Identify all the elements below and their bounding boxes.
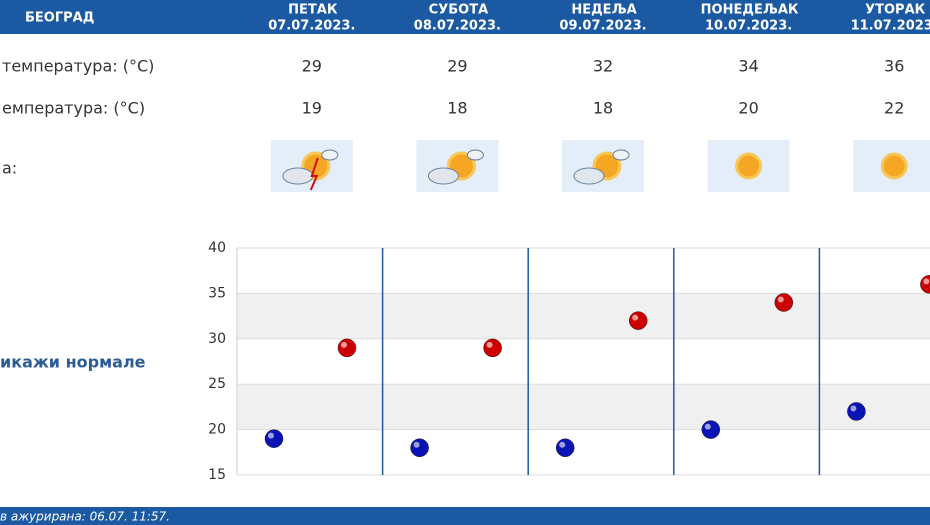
day-name: ПОНЕДЕЉАК: [701, 3, 799, 18]
y-tick-label: 35: [208, 285, 226, 301]
weather-icon-cloud: [321, 149, 339, 161]
y-tick-label: 30: [208, 331, 226, 347]
dot-highlight: [777, 296, 784, 303]
day-name: НЕДЕЉА: [571, 3, 636, 18]
dot-highlight: [486, 341, 493, 348]
footer-bar: [0, 507, 930, 525]
dot-highlight: [341, 341, 347, 348]
temp-dot: [555, 438, 575, 458]
dot-highlight: [850, 405, 857, 412]
temp-value: 19: [302, 99, 322, 118]
y-tick-label: 40: [208, 240, 226, 256]
temp-value: 34: [738, 57, 758, 76]
day-name: ПЕТАК: [288, 3, 338, 18]
city: БЕОГРАД: [25, 11, 94, 26]
temp-value: 29: [302, 57, 322, 76]
temp-value: 36: [884, 57, 904, 76]
temp-dot: [920, 275, 930, 294]
temp-dot: [701, 420, 721, 439]
day-name: УТОРАК: [865, 3, 926, 18]
day-date: 10.07.2023.: [705, 19, 792, 34]
temp-value: 32: [593, 57, 613, 76]
day-date: 11.07.2023.: [851, 19, 930, 34]
weather-icon-cloud: [282, 167, 314, 185]
weather-icon-cloud: [573, 167, 605, 185]
grid-band: [237, 293, 930, 339]
weather-icon-cloud: [466, 149, 484, 161]
temp-dot: [774, 293, 794, 312]
dot-highlight: [559, 441, 566, 448]
y-tick-label: 20: [208, 422, 226, 438]
dot-highlight: [704, 423, 711, 430]
dot-highlight: [268, 432, 274, 439]
day-date: 07.07.2023.: [268, 19, 355, 34]
row-label: емпература: (°C): [2, 99, 145, 118]
dot-highlight: [923, 278, 930, 285]
temp-dot: [483, 338, 502, 358]
toggle-normals[interactable]: икажи нормале: [0, 353, 146, 372]
y-tick-label: 25: [208, 376, 226, 392]
temp-value: 18: [593, 99, 613, 118]
temp-dot: [337, 338, 357, 358]
temp-value: 29: [447, 57, 467, 76]
day-name: СУБОТА: [429, 3, 488, 18]
day-date: 09.07.2023.: [559, 19, 646, 34]
dot-highlight: [632, 314, 639, 321]
weather-icon-cloud: [612, 149, 630, 161]
grid-band: [237, 384, 930, 430]
header-bar: [0, 0, 930, 34]
footer-text: в ажурирана: 06.07. 11:57.: [0, 510, 170, 524]
y-tick-label: 15: [208, 467, 226, 483]
row-label: температура: (°C): [2, 57, 154, 76]
temp-dot: [410, 438, 429, 458]
temp-value: 20: [738, 99, 758, 118]
temp-dot: [847, 402, 866, 421]
row-label: а:: [2, 159, 17, 178]
temp-value: 18: [447, 99, 467, 118]
weather-icon-sun: [735, 152, 763, 180]
weather-icon-sun: [880, 152, 908, 180]
dot-highlight: [413, 441, 420, 448]
temp-value: 22: [884, 99, 904, 118]
day-date: 08.07.2023.: [414, 19, 501, 34]
weather-icon-cloud: [427, 167, 459, 185]
weather-icon-bolt: [309, 157, 319, 191]
temp-dot: [628, 311, 648, 330]
temp-dot: [264, 429, 284, 448]
